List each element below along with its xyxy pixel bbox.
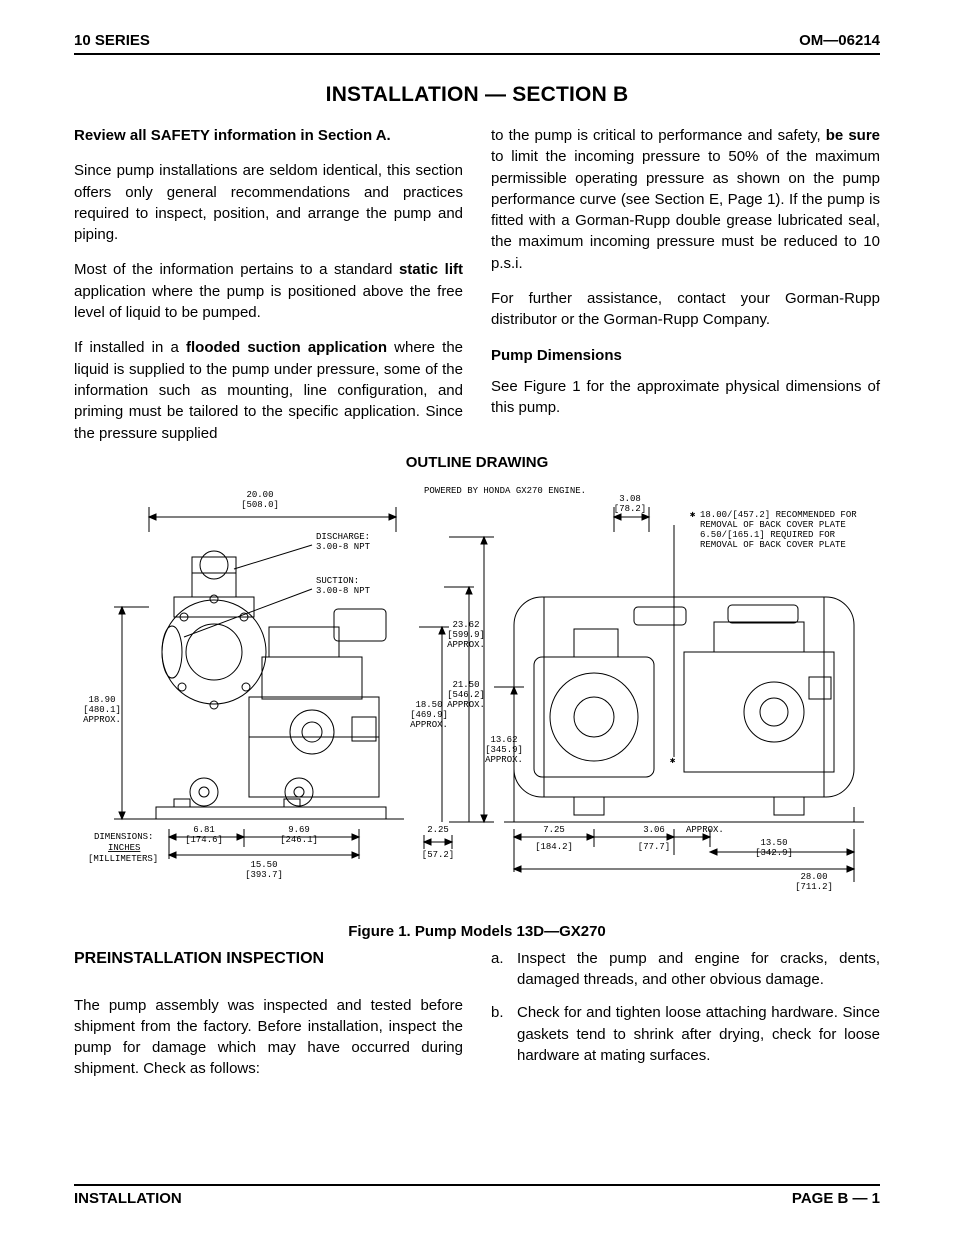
- footer-right: PAGE B — 1: [792, 1190, 880, 1207]
- fig-dim-23-62: 23.62: [452, 620, 479, 630]
- fig-dim-184-2: [184.2]: [535, 842, 573, 852]
- fig-dim-2-25: 2.25: [427, 825, 449, 835]
- intro-col-left: Review all SAFETY information in Section…: [74, 125, 463, 444]
- outline-drawing-heading: OUTLINE DRAWING: [74, 454, 880, 471]
- fig-dimkey-b: INCHES: [108, 843, 140, 853]
- fig-label-suction-b: 3.00-8 NPT: [316, 586, 371, 596]
- page-title: INSTALLATION — SECTION B: [74, 83, 880, 107]
- fig-dim-6-81: 6.81: [193, 825, 215, 835]
- fig-note2: REMOVAL OF BACK COVER PLATE: [700, 520, 846, 530]
- intro-para2-post: application where the pump is positioned…: [74, 283, 463, 321]
- fig-note4: REMOVAL OF BACK COVER PLATE: [700, 540, 846, 550]
- fig-dim-599-9: [599.9]: [447, 630, 485, 640]
- outline-drawing-figure: ✱: [74, 477, 880, 917]
- fig-dim-21-50: 21.50: [452, 680, 479, 690]
- fig-dim-9-69: 9.69: [288, 825, 310, 835]
- fig-dim-7-25: 7.25: [543, 825, 565, 835]
- fig-dim-174-6: [174.6]: [185, 835, 223, 845]
- preinstall-para: The pump assembly was inspected and test…: [74, 995, 463, 1080]
- figure-caption: Figure 1. Pump Models 13D—GX270: [74, 923, 880, 940]
- fig-dim-246-1: [246.1]: [280, 835, 318, 845]
- fig-label-suction-a: SUCTION:: [316, 576, 359, 586]
- fig-star-icon: ✱: [690, 510, 696, 520]
- intro-para4-pre: to the pump is critical to performance a…: [491, 127, 826, 144]
- page-footer: INSTALLATION PAGE B — 1: [74, 1184, 880, 1207]
- svg-text:✱: ✱: [670, 756, 676, 766]
- intro-para1: Since pump installations are seldom iden…: [74, 160, 463, 245]
- fig-approx-2: APPROX.: [447, 700, 485, 710]
- header-docnum: OM—06214: [799, 32, 880, 49]
- fig-dim-345-9: [345.9]: [485, 745, 523, 755]
- fig-dim-77-7: [77.7]: [638, 842, 670, 852]
- fig-approx-3: APPROX.: [410, 720, 448, 730]
- fig-label-discharge-a: DISCHARGE:: [316, 532, 370, 542]
- preinstall-col-left: PREINSTALLATION INSPECTION The pump asse…: [74, 948, 463, 1080]
- footer-left: INSTALLATION: [74, 1190, 182, 1207]
- preinstall-col-right: a. Inspect the pump and engine for crack…: [491, 948, 880, 1080]
- fig-dim-342-9: [342.9]: [755, 848, 793, 858]
- preinstall-heading: PREINSTALLATION INSPECTION: [74, 948, 463, 971]
- review-safety-line: Review all SAFETY information in Section…: [74, 125, 463, 146]
- intro-para3-pre: If installed in a: [74, 339, 186, 356]
- fig-approx-1: APPROX.: [447, 640, 485, 650]
- preinstall-columns: PREINSTALLATION INSPECTION The pump asse…: [74, 948, 880, 1080]
- list-text-a: Inspect the pump and engine for cracks, …: [517, 948, 880, 991]
- intro-para4-bold: be sure: [826, 127, 880, 144]
- fig-dim-3-08: 3.08: [619, 494, 641, 504]
- preinstall-list: a. Inspect the pump and engine for crack…: [491, 948, 880, 1066]
- document-page: 10 SERIES OM—06214 INSTALLATION — SECTIO…: [0, 0, 954, 1235]
- intro-para5: For further assistance, contact your Gor…: [491, 288, 880, 331]
- fig-dim-3-06: 3.06: [643, 825, 665, 835]
- intro-para4-post: to limit the incoming pressure to 50% of…: [491, 148, 880, 271]
- fig-dim-13-62: 13.62: [490, 735, 517, 745]
- intro-para2-pre: Most of the information pertains to a st…: [74, 261, 399, 278]
- fig-dim-78-2: [78.2]: [614, 504, 646, 514]
- intro-para2-bold: static lift: [399, 261, 463, 278]
- fig-dim-711-2: [711.2]: [795, 882, 833, 892]
- header-series: 10 SERIES: [74, 32, 150, 49]
- intro-para4: to the pump is critical to performance a…: [491, 125, 880, 274]
- fig-dim-28-00: 28.00: [800, 872, 827, 882]
- list-item: b. Check for and tighten loose attaching…: [491, 1002, 880, 1066]
- fig-dim-508-0: [508.0]: [241, 500, 279, 510]
- pump-dim-head: Pump Dimensions: [491, 345, 880, 366]
- fig-label-powered: POWERED BY HONDA GX270 ENGINE.: [424, 486, 586, 496]
- fig-note3: 6.50/[165.1] REQUIRED FOR: [700, 530, 836, 540]
- fig-dim-469-9: [469.9]: [410, 710, 448, 720]
- fig-label-discharge-b: 3.00-8 NPT: [316, 542, 371, 552]
- fig-dim-18-90: 18.90: [88, 695, 115, 705]
- list-marker-b: b.: [491, 1002, 509, 1066]
- page-header: 10 SERIES OM—06214: [74, 32, 880, 55]
- fig-approx-4: APPROX.: [485, 755, 523, 765]
- intro-para2: Most of the information pertains to a st…: [74, 259, 463, 323]
- intro-para3: If installed in a flooded suction applic…: [74, 337, 463, 443]
- intro-columns: Review all SAFETY information in Section…: [74, 125, 880, 444]
- fig-dim-480-1: [480.1]: [83, 705, 121, 715]
- fig-dim-18-50: 18.50: [415, 700, 442, 710]
- fig-note1: 18.00/[457.2] RECOMMENDED FOR: [700, 510, 857, 520]
- intro-col-right: to the pump is critical to performance a…: [491, 125, 880, 444]
- intro-para3-bold: flooded suction application: [186, 339, 387, 356]
- fig-dim-13-50: 13.50: [760, 838, 787, 848]
- list-text-b: Check for and tighten loose attaching ha…: [517, 1002, 880, 1066]
- fig-dimkey-a: DIMENSIONS:: [94, 832, 153, 842]
- fig-approx-5: APPROX.: [83, 715, 121, 725]
- fig-dim-393-7: [393.7]: [245, 870, 283, 880]
- fig-dim-57-2: [57.2]: [422, 850, 454, 860]
- fig-dim-20-00: 20.00: [246, 490, 273, 500]
- list-marker-a: a.: [491, 948, 509, 991]
- fig-dim-546-2: [546.2]: [447, 690, 485, 700]
- fig-approx-6: APPROX.: [686, 825, 724, 835]
- fig-dimkey-c: [MILLIMETERS]: [88, 854, 158, 864]
- pump-dim-para: See Figure 1 for the approximate physica…: [491, 376, 880, 419]
- fig-dim-15-50: 15.50: [250, 860, 277, 870]
- list-item: a. Inspect the pump and engine for crack…: [491, 948, 880, 991]
- pump-outline-svg: ✱: [74, 477, 880, 917]
